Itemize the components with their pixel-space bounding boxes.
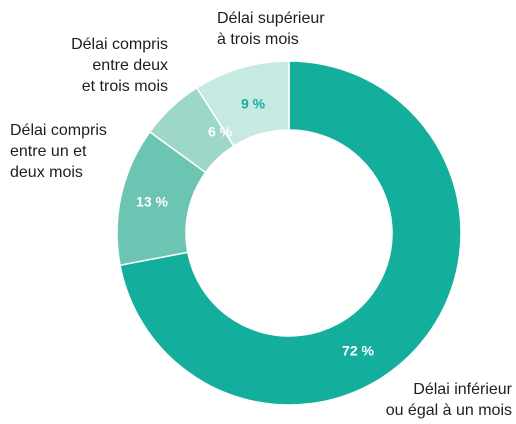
value-label: 72 % <box>342 343 374 359</box>
value-label: 9 % <box>241 96 266 112</box>
value-label: 13 % <box>136 194 168 210</box>
donut-slice <box>119 60 462 406</box>
category-label: Délai supérieur à trois mois <box>217 10 325 48</box>
category-label: Délai compris entre deux et trois mois <box>71 36 168 95</box>
donut-slice <box>195 60 290 148</box>
category-label: Délai inférieur ou égal à un mois <box>385 381 512 419</box>
category-label: Délai compris entre un et deux mois <box>10 122 107 181</box>
value-label: 6 % <box>208 124 233 140</box>
